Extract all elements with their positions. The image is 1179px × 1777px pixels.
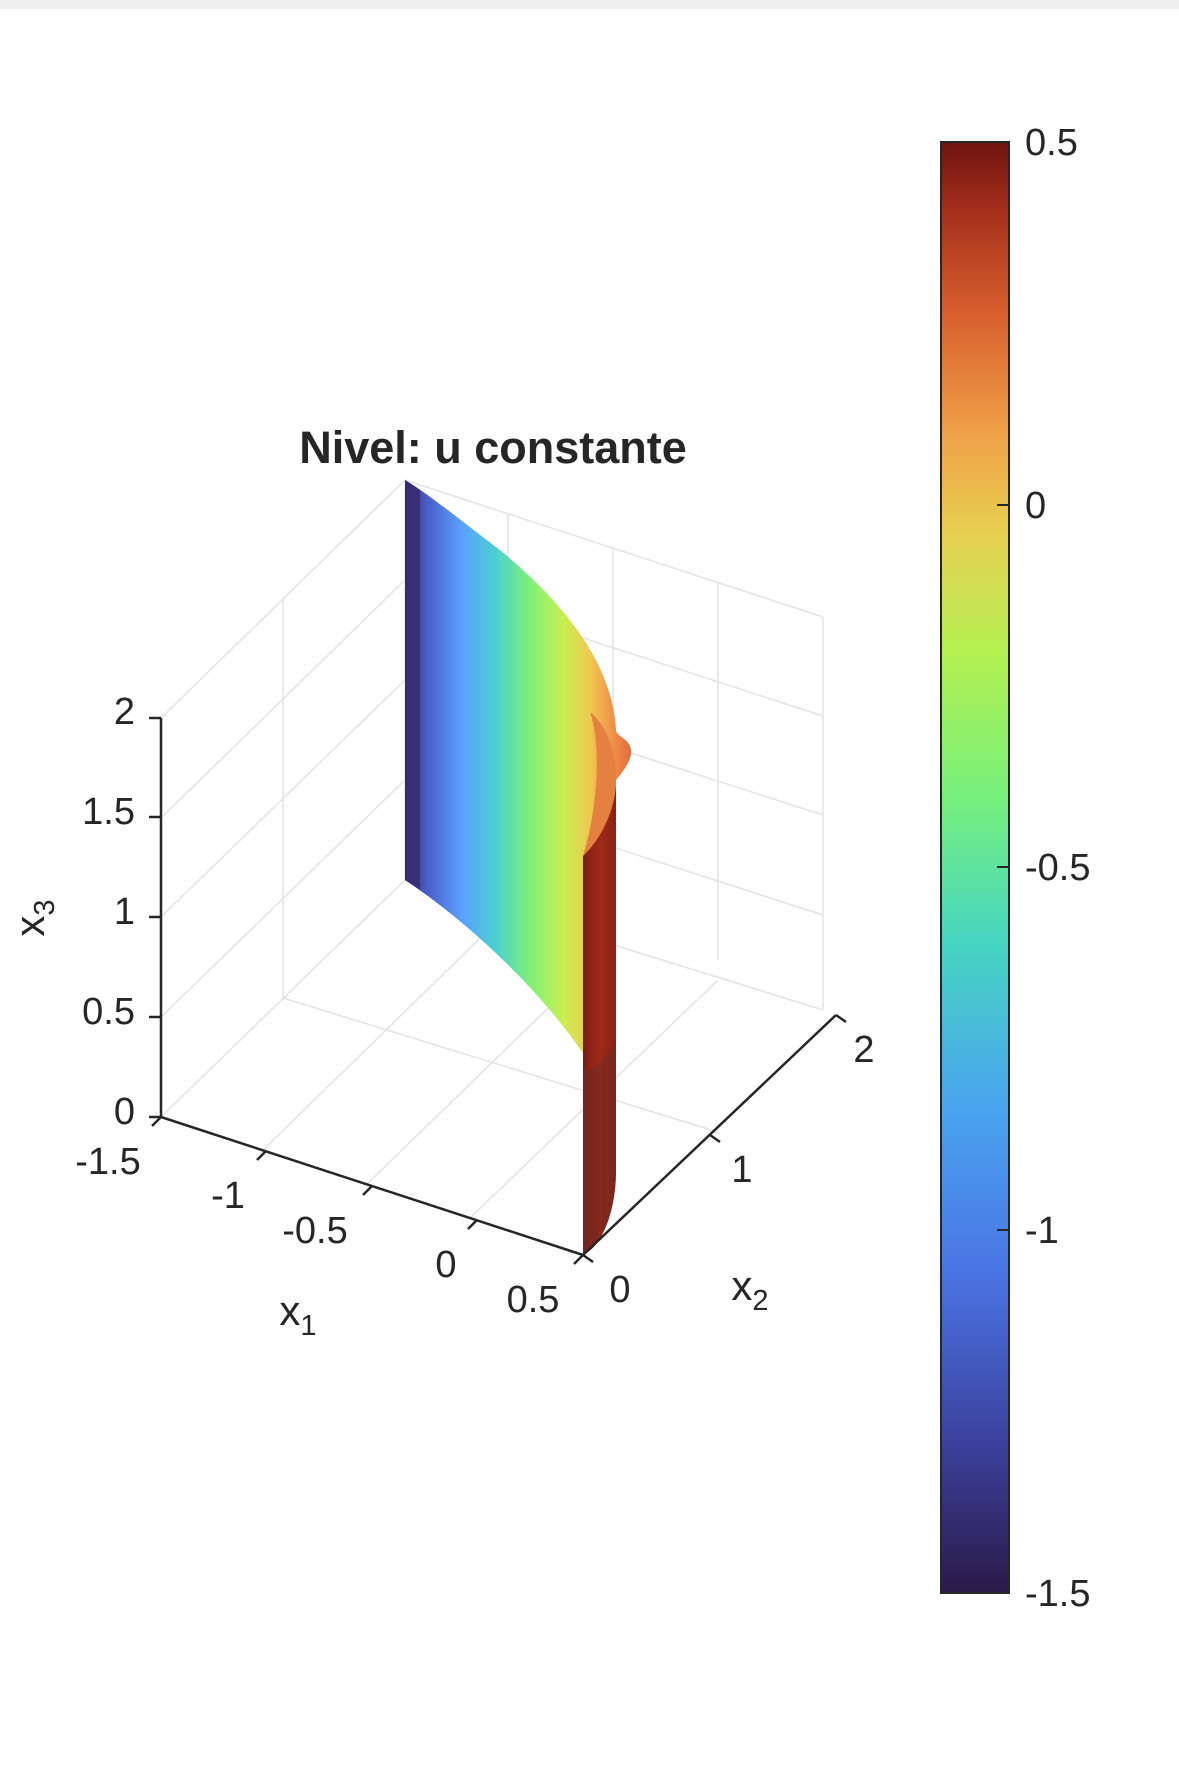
grid-line (404, 479, 824, 618)
x3-tick-label: 1 (114, 891, 135, 933)
x3-tick-label: 2 (114, 691, 135, 733)
surface-cap (583, 712, 616, 856)
x2-tick-label: 0 (609, 1269, 630, 1311)
grid-line (160, 579, 406, 819)
x1-tick (151, 1116, 162, 1127)
x2-axis-line (582, 1014, 837, 1256)
grid-line (282, 997, 719, 1133)
surface-main (405, 480, 632, 1080)
x2-axis-label: x2 (731, 1262, 768, 1317)
x2-tick (835, 1013, 847, 1024)
x1-ticks: -1.5 -1 -0.5 0 0.5 (75, 1116, 584, 1321)
x2-tick-label: 1 (731, 1149, 752, 1191)
x1-axis-label: x1 (279, 1287, 316, 1342)
level-surface (405, 480, 632, 1255)
colorbar-tick-label: -1 (1025, 1210, 1059, 1252)
x3-tick-label: 0 (114, 1091, 135, 1133)
chart-title: Nivel: u constante (299, 422, 687, 473)
grid-line (262, 910, 509, 1151)
x2-tick (709, 1133, 721, 1144)
x3-tick-label: 0.5 (82, 991, 135, 1033)
x1-tick (467, 1219, 478, 1230)
x3-ticks: 2 1.5 1 0.5 0 (82, 691, 161, 1133)
surface-edge-shade (405, 480, 420, 890)
window-top-bar (0, 0, 1179, 9)
grid-line (160, 479, 406, 719)
grid-line (160, 779, 406, 1018)
colorbar: 0.5 0 -0.5 -1 -1.5 (940, 122, 1090, 1615)
colorbar-tick-label: -0.5 (1025, 847, 1090, 889)
x3-axis-label: x3 (6, 899, 61, 936)
colorbar-tick-label: -1.5 (1025, 1573, 1090, 1615)
x2-tick (582, 1253, 594, 1264)
surface-red-lower (583, 1040, 616, 1255)
x1-tick (256, 1150, 267, 1161)
colorbar-tick-label: 0 (1025, 485, 1046, 527)
x1-tick (573, 1254, 584, 1265)
colorbar-tick-label: 0.5 (1025, 122, 1078, 164)
grid-line (160, 679, 406, 918)
x1-tick-label: -0.5 (282, 1210, 347, 1252)
x1-tick (362, 1185, 373, 1196)
x1-tick-label: 0.5 (507, 1279, 560, 1321)
x2-tick-label: 2 (853, 1029, 874, 1071)
x1-tick-label: -1 (211, 1175, 245, 1217)
x1-tick-label: -1.5 (75, 1141, 140, 1183)
x1-tick-label: 0 (435, 1244, 456, 1286)
x3-tick-label: 1.5 (82, 791, 135, 833)
x2-ticks: 0 1 2 (582, 1013, 875, 1311)
